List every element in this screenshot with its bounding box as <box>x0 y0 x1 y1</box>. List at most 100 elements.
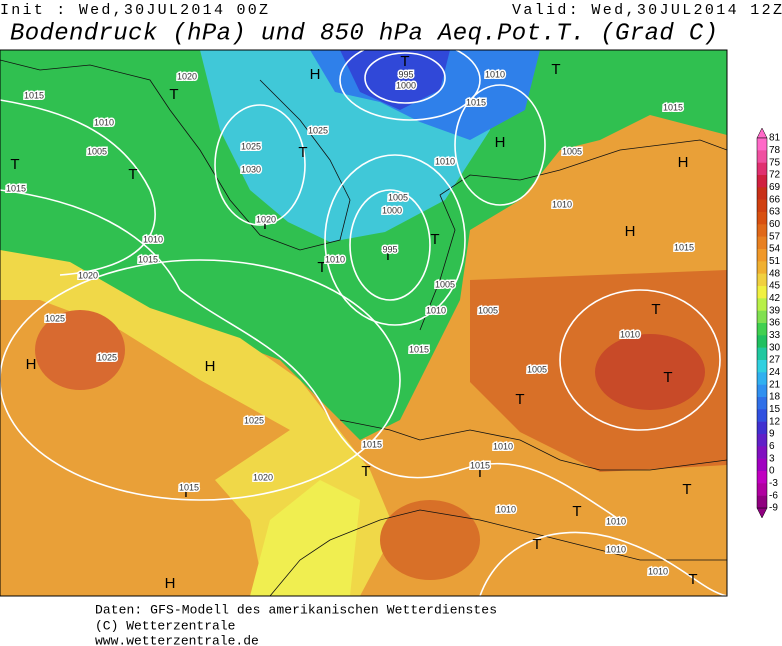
colorbar-cell <box>757 397 767 410</box>
colorbar-cell <box>757 372 767 385</box>
yellow-core <box>250 480 360 596</box>
pressure-center: T <box>651 301 660 318</box>
pressure-center: T <box>260 216 269 233</box>
colorbar-label: 60 <box>769 219 781 230</box>
colorbar-cell <box>757 483 767 496</box>
colorbar-label: 21 <box>769 379 781 390</box>
colorbar-label: 6 <box>769 441 775 452</box>
colorbar-cell <box>757 273 767 287</box>
colorbar-cell <box>757 199 767 213</box>
colorbar-cell <box>757 175 767 188</box>
init-time: Init : Wed,30JUL2014 00Z <box>0 2 268 19</box>
colorbar-label: -3 <box>769 478 778 489</box>
isobar-label: 1010 <box>496 504 516 514</box>
pressure-center: H <box>310 66 321 83</box>
colorbar-label: 81 <box>769 133 781 144</box>
colorbar: 8178757269666360575451484542393633302724… <box>756 127 781 519</box>
colorbar-label: 54 <box>769 244 781 255</box>
colorbar-label: 78 <box>769 145 781 156</box>
isobar-label: 1015 <box>138 254 158 264</box>
map-frame <box>0 49 728 597</box>
isobar-label: 1025 <box>244 415 264 425</box>
isobar-label: 1015 <box>466 97 486 107</box>
valid-time: Valid: Wed,30JUL2014 12Z <box>512 2 782 19</box>
colorbar-frame <box>756 137 768 509</box>
isobar-label: 1015 <box>674 242 694 252</box>
hot-core <box>595 334 705 410</box>
pressure-center: H <box>165 575 176 592</box>
colorbar-cell <box>757 150 767 163</box>
colorbar-cell <box>757 298 767 311</box>
warm-core-south <box>380 500 480 580</box>
pressure-center: T <box>551 61 560 78</box>
isobar-label: 1005 <box>527 364 547 374</box>
isobar-label: 1020 <box>78 270 98 280</box>
isobar <box>0 259 401 501</box>
colorbar-label: 27 <box>769 355 781 366</box>
isobar-label: 1015 <box>470 460 490 470</box>
isobar-label: 1020 <box>256 214 276 224</box>
colorbar-label: 9 <box>769 429 775 440</box>
colorbar-label: 12 <box>769 416 781 427</box>
isobar-label: 1010 <box>606 544 626 554</box>
isobar-label: 1010 <box>435 156 455 166</box>
colorbar-cap <box>756 507 768 519</box>
colorbar-label: 69 <box>769 182 781 193</box>
isobar <box>324 154 466 326</box>
pressure-center: T <box>475 464 484 481</box>
isobar-label: 1020 <box>177 71 197 81</box>
isobar-label: 1010 <box>94 117 114 127</box>
isobar-label: 1000 <box>396 80 416 90</box>
isobar-label: 1010 <box>606 516 626 526</box>
colorbar-cell <box>757 458 767 472</box>
pressure-center: T <box>682 481 691 498</box>
pressure-center: T <box>430 231 439 248</box>
isobar-label: 1000 <box>382 205 402 215</box>
isobar-label: 1005 <box>87 146 107 156</box>
colorbar-cell <box>757 236 767 250</box>
warm-core-west <box>35 310 125 390</box>
isobar-label: 1015 <box>6 183 26 193</box>
colorbar-cell <box>757 286 767 299</box>
pressure-center: T <box>317 259 326 276</box>
pressure-center: T <box>169 86 178 103</box>
pressure-center: H <box>625 223 636 240</box>
colorbar-label: 0 <box>769 466 775 477</box>
pressure-center: T <box>400 53 409 70</box>
isobar-label: 1010 <box>552 199 572 209</box>
colorbar-cell <box>757 384 767 398</box>
isobar-label: 1005 <box>478 305 498 315</box>
isobar-label: 1005 <box>388 192 408 202</box>
colorbar-cell <box>757 471 767 484</box>
pressure-center: T <box>10 156 19 173</box>
isobar-label: 1025 <box>97 352 117 362</box>
pressure-center: T <box>532 536 541 553</box>
isobar-label: 1010 <box>143 234 163 244</box>
colorbar-cell <box>757 335 767 348</box>
colorbar-label: 39 <box>769 305 781 316</box>
isobar-label: 1010 <box>493 441 513 451</box>
isobar-label: 1015 <box>362 439 382 449</box>
isobar <box>214 104 306 226</box>
map <box>0 49 728 597</box>
colorbar-label: 42 <box>769 293 781 304</box>
deep-blue-region <box>340 50 450 110</box>
colorbar-cell <box>757 138 767 151</box>
isobar <box>349 189 431 301</box>
isobar-label: 995 <box>398 69 413 79</box>
isobar-label: 1005 <box>435 279 455 289</box>
colorbar-cell <box>757 212 767 225</box>
isobar-label: 1010 <box>620 329 640 339</box>
colorbar-cell <box>757 446 767 459</box>
isobar <box>364 52 446 104</box>
colorbar-cell <box>757 249 767 262</box>
colorbar-label: -6 <box>769 490 778 501</box>
colorbar-cell <box>757 162 767 176</box>
isobar <box>479 531 727 596</box>
isobar <box>339 50 481 121</box>
isobar <box>0 99 156 276</box>
isobar-label: 1010 <box>485 69 505 79</box>
isobar <box>454 84 546 206</box>
